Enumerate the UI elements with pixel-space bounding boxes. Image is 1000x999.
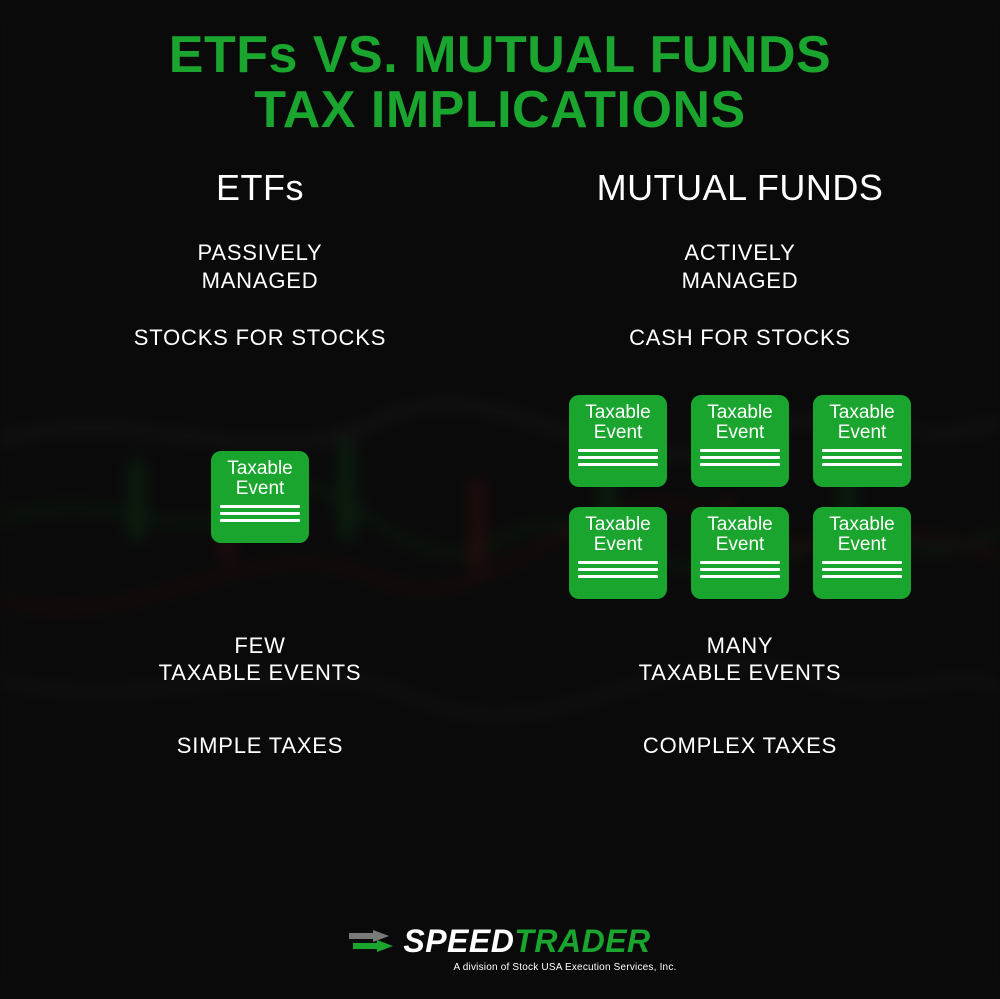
taxable-event-card: TaxableEvent <box>569 507 667 599</box>
etf-card-zone: TaxableEvent <box>50 382 470 612</box>
etf-column: ETFs PASSIVELY MANAGED STOCKS FOR STOCKS… <box>50 167 470 923</box>
footer-logo: SPEEDTRADER A division of Stock USA Exec… <box>0 923 1000 999</box>
taxable-event-card: TaxableEvent <box>211 451 309 543</box>
mutual-managed: ACTIVELY MANAGED <box>682 239 799 294</box>
taxable-event-grid: TaxableEvent TaxableEvent TaxableEvent Taxa… <box>569 395 911 599</box>
mutual-taxes: COMPLEX TAXES <box>643 732 837 760</box>
infographic-container: ETFs VS. MUTUAL FUNDS TAX IMPLICATIONS E… <box>0 0 1000 999</box>
taxable-event-card: TaxableEvent <box>691 395 789 487</box>
mutual-column: MUTUAL FUNDS ACTIVELY MANAGED CASH FOR S… <box>530 167 950 923</box>
title-line-1: ETFs VS. MUTUAL FUNDS <box>0 28 1000 83</box>
etf-exchange: STOCKS FOR STOCKS <box>134 324 386 352</box>
taxable-event-card: TaxableEvent <box>813 395 911 487</box>
logo-text: SPEEDTRADER <box>403 923 650 960</box>
etf-taxes: SIMPLE TAXES <box>177 732 344 760</box>
arrow-icon <box>349 928 395 956</box>
comparison-columns: ETFs PASSIVELY MANAGED STOCKS FOR STOCKS… <box>0 167 1000 923</box>
taxable-event-card: TaxableEvent <box>813 507 911 599</box>
mutual-events: MANY TAXABLE EVENTS <box>639 632 842 687</box>
etf-events: FEW TAXABLE EVENTS <box>159 632 362 687</box>
taxable-event-card: TaxableEvent <box>569 395 667 487</box>
title-line-2: TAX IMPLICATIONS <box>0 83 1000 138</box>
etf-managed: PASSIVELY MANAGED <box>198 239 323 294</box>
etf-header: ETFs <box>216 167 304 209</box>
mutual-card-zone: TaxableEvent TaxableEvent TaxableEvent Taxa… <box>530 382 950 612</box>
logo-tagline: A division of Stock USA Execution Servic… <box>453 962 676 973</box>
logo-row: SPEEDTRADER <box>349 923 650 960</box>
main-title: ETFs VS. MUTUAL FUNDS TAX IMPLICATIONS <box>0 0 1000 137</box>
mutual-exchange: CASH FOR STOCKS <box>629 324 851 352</box>
taxable-event-card: TaxableEvent <box>691 507 789 599</box>
mutual-header: MUTUAL FUNDS <box>597 167 884 209</box>
